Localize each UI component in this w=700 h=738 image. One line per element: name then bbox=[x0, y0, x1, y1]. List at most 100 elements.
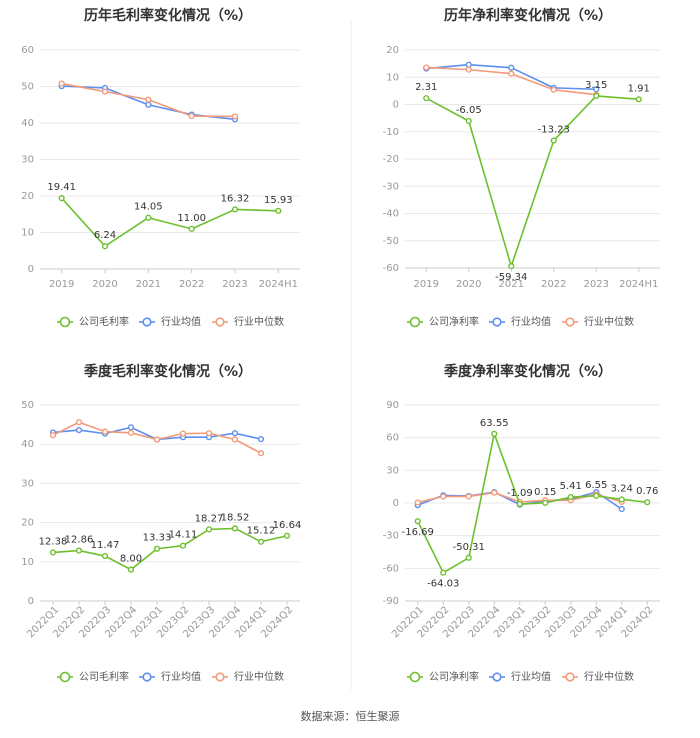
data-label: -64.03 bbox=[427, 579, 459, 590]
legend-label: 行业均值 bbox=[161, 315, 201, 328]
data-point bbox=[153, 545, 161, 552]
legend-item: 行业中位数 bbox=[212, 315, 284, 328]
y-tick-label: -30 bbox=[383, 531, 399, 542]
legend-marker bbox=[565, 317, 575, 327]
series-line bbox=[417, 433, 648, 574]
y-tick-label: -60 bbox=[383, 263, 399, 274]
legend-item: 行业中位数 bbox=[562, 315, 634, 328]
legend: 公司毛利率 行业均值 行业中位数 bbox=[57, 670, 284, 683]
legend-label: 行业中位数 bbox=[234, 315, 284, 328]
data-label: 6.55 bbox=[585, 480, 607, 491]
legend-marker bbox=[142, 317, 152, 327]
data-point bbox=[49, 549, 57, 556]
legend: 公司净利率 行业均值 行业中位数 bbox=[407, 315, 634, 328]
data-point bbox=[440, 569, 447, 576]
data-point bbox=[644, 499, 651, 506]
legend-item: 行业均值 bbox=[139, 315, 201, 328]
data-label: -1.09 bbox=[507, 488, 533, 499]
legend-marker bbox=[59, 671, 71, 683]
data-label: -59.34 bbox=[495, 272, 527, 283]
y-tick-label: 20 bbox=[386, 45, 399, 56]
data-label: 11.00 bbox=[177, 213, 206, 224]
data-point bbox=[58, 195, 65, 202]
series-industry-median bbox=[49, 419, 265, 457]
data-point bbox=[440, 493, 447, 500]
data-label: 15.93 bbox=[264, 195, 293, 206]
data-label: 0.76 bbox=[636, 486, 658, 497]
x-tick-label: 2021 bbox=[136, 279, 161, 290]
y-tick-label: -40 bbox=[383, 209, 399, 220]
y-tick-label: 50 bbox=[21, 82, 34, 93]
x-tick-label: 2022 bbox=[179, 279, 204, 290]
data-point bbox=[423, 95, 430, 102]
legend-item: 行业中位数 bbox=[212, 670, 284, 683]
x-tick-label: 2024H1 bbox=[619, 279, 658, 290]
y-tick-label: 0 bbox=[393, 100, 399, 111]
y-tick-label: -50 bbox=[383, 236, 399, 247]
legend-label: 公司净利率 bbox=[429, 315, 479, 328]
y-tick-label: 30 bbox=[386, 465, 399, 476]
data-label: 5.41 bbox=[560, 481, 582, 492]
data-label: 14.05 bbox=[134, 202, 163, 213]
data-point bbox=[567, 494, 574, 501]
data-point bbox=[414, 518, 421, 525]
x-tick-label: 2023 bbox=[584, 279, 609, 290]
data-point bbox=[465, 493, 472, 500]
legend-label: 行业中位数 bbox=[234, 670, 284, 683]
y-tick-label: 20 bbox=[21, 518, 34, 529]
legend-item: 行业中位数 bbox=[562, 670, 634, 683]
data-point bbox=[145, 214, 152, 221]
legend: 公司净利率 行业均值 行业中位数 bbox=[407, 670, 634, 683]
data-point bbox=[257, 436, 265, 443]
y-tick-label: -30 bbox=[383, 181, 399, 192]
legend-item: 行业均值 bbox=[139, 670, 201, 683]
series-company: 19.41 6.24 14.05 11.00 16.32 15.93 bbox=[47, 182, 293, 250]
data-point bbox=[101, 88, 109, 95]
data-point bbox=[231, 206, 239, 213]
data-point bbox=[153, 436, 161, 443]
series-company: 2.31 -6.05 -59.34 -13.23 3.15 1.91 bbox=[415, 80, 650, 283]
data-point bbox=[231, 113, 239, 120]
series-line bbox=[61, 197, 279, 248]
data-point bbox=[179, 542, 187, 549]
y-tick-label: -60 bbox=[383, 563, 399, 574]
y-tick-label: 0 bbox=[28, 596, 34, 607]
data-label: 12.38 bbox=[39, 536, 68, 547]
data-point bbox=[179, 430, 187, 437]
data-point bbox=[101, 552, 109, 560]
data-point bbox=[491, 430, 498, 437]
y-tick-label: 10 bbox=[21, 557, 34, 568]
data-label: 18.52 bbox=[221, 512, 250, 523]
data-point bbox=[188, 225, 195, 232]
legend-item: 公司净利率 bbox=[407, 670, 479, 683]
legend-marker bbox=[215, 317, 225, 327]
data-point bbox=[491, 489, 498, 496]
series-line bbox=[52, 527, 288, 571]
data-point bbox=[465, 61, 472, 68]
data-point bbox=[145, 96, 152, 103]
data-point bbox=[283, 532, 291, 539]
data-label: 6.24 bbox=[94, 230, 116, 241]
legend-label: 公司净利率 bbox=[429, 670, 479, 683]
y-tick-label: 60 bbox=[386, 433, 399, 444]
data-point bbox=[465, 554, 472, 561]
data-label: 2.31 bbox=[415, 82, 437, 93]
series-line bbox=[425, 95, 639, 268]
legend-marker bbox=[492, 317, 502, 327]
legend-item: 公司净利率 bbox=[407, 315, 479, 328]
data-point bbox=[49, 432, 57, 439]
chart-panel-1: 历年毛利率变化情况（%） 0 10 20 30 40 50 60 2019 2020 2021 202… bbox=[21, 7, 300, 328]
data-point bbox=[465, 117, 472, 125]
y-tick-label: 0 bbox=[28, 264, 34, 275]
legend: 公司毛利率 行业均值 行业中位数 bbox=[57, 315, 284, 328]
data-label: 18.27 bbox=[195, 513, 224, 524]
legend-item: 公司毛利率 bbox=[57, 315, 129, 328]
data-label: 16.32 bbox=[221, 193, 250, 204]
legend-item: 行业均值 bbox=[489, 315, 551, 328]
data-point bbox=[275, 207, 282, 214]
legend-marker bbox=[215, 672, 225, 682]
legend-marker bbox=[409, 316, 421, 328]
data-point bbox=[508, 263, 515, 270]
y-tick-label: 30 bbox=[21, 478, 34, 489]
